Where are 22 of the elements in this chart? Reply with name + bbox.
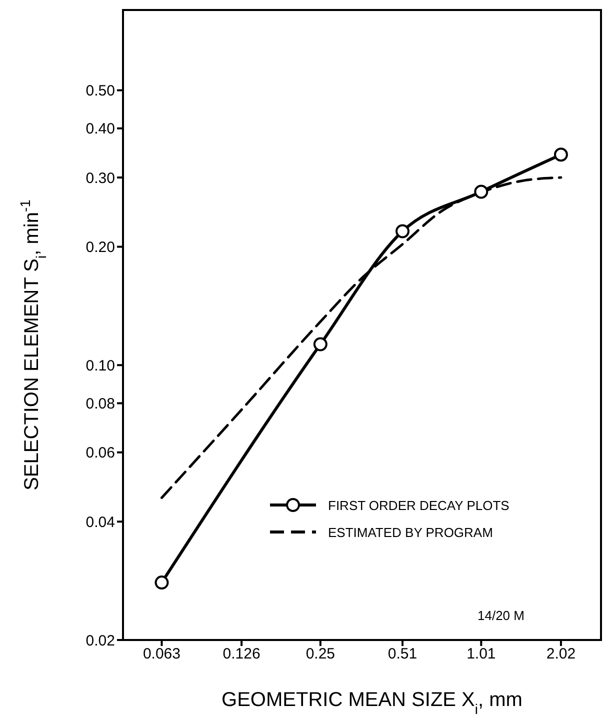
x-tick-label: 0.25 — [306, 646, 336, 663]
y-tick-label: 0.10 — [86, 357, 115, 374]
x-tick-label: 1.01 — [466, 646, 496, 663]
annotation: 14/20 M — [478, 608, 524, 623]
x-tick-label: 0.51 — [388, 646, 418, 663]
x-tick-label: 0.063 — [142, 646, 181, 663]
y-tick-label: 0.08 — [86, 396, 115, 413]
x-tick-label: 2.02 — [546, 646, 576, 663]
y-tick-label: 0.20 — [86, 239, 115, 256]
y-tick-label: 0.40 — [86, 120, 115, 138]
y-tick-label: 0.50 — [86, 82, 115, 100]
point — [313, 337, 328, 352]
legend-label: ESTIMATED BY PROGRAM — [328, 525, 493, 540]
x-tick-label: 0.126 — [222, 646, 260, 663]
y-tick-label: 0.04 — [86, 514, 115, 531]
y-tick-label: 0.30 — [86, 170, 115, 187]
point — [474, 184, 488, 199]
x-axis-title: GEOMETRIC MEAN SIZE X$_{i}$, mm — [222, 689, 522, 717]
point — [554, 148, 568, 162]
legend-label: FIRST ORDER DECAY PLOTS — [328, 498, 510, 513]
y-tick-label: 0.02 — [86, 632, 115, 650]
y-tick-label: 0.06 — [86, 444, 115, 462]
